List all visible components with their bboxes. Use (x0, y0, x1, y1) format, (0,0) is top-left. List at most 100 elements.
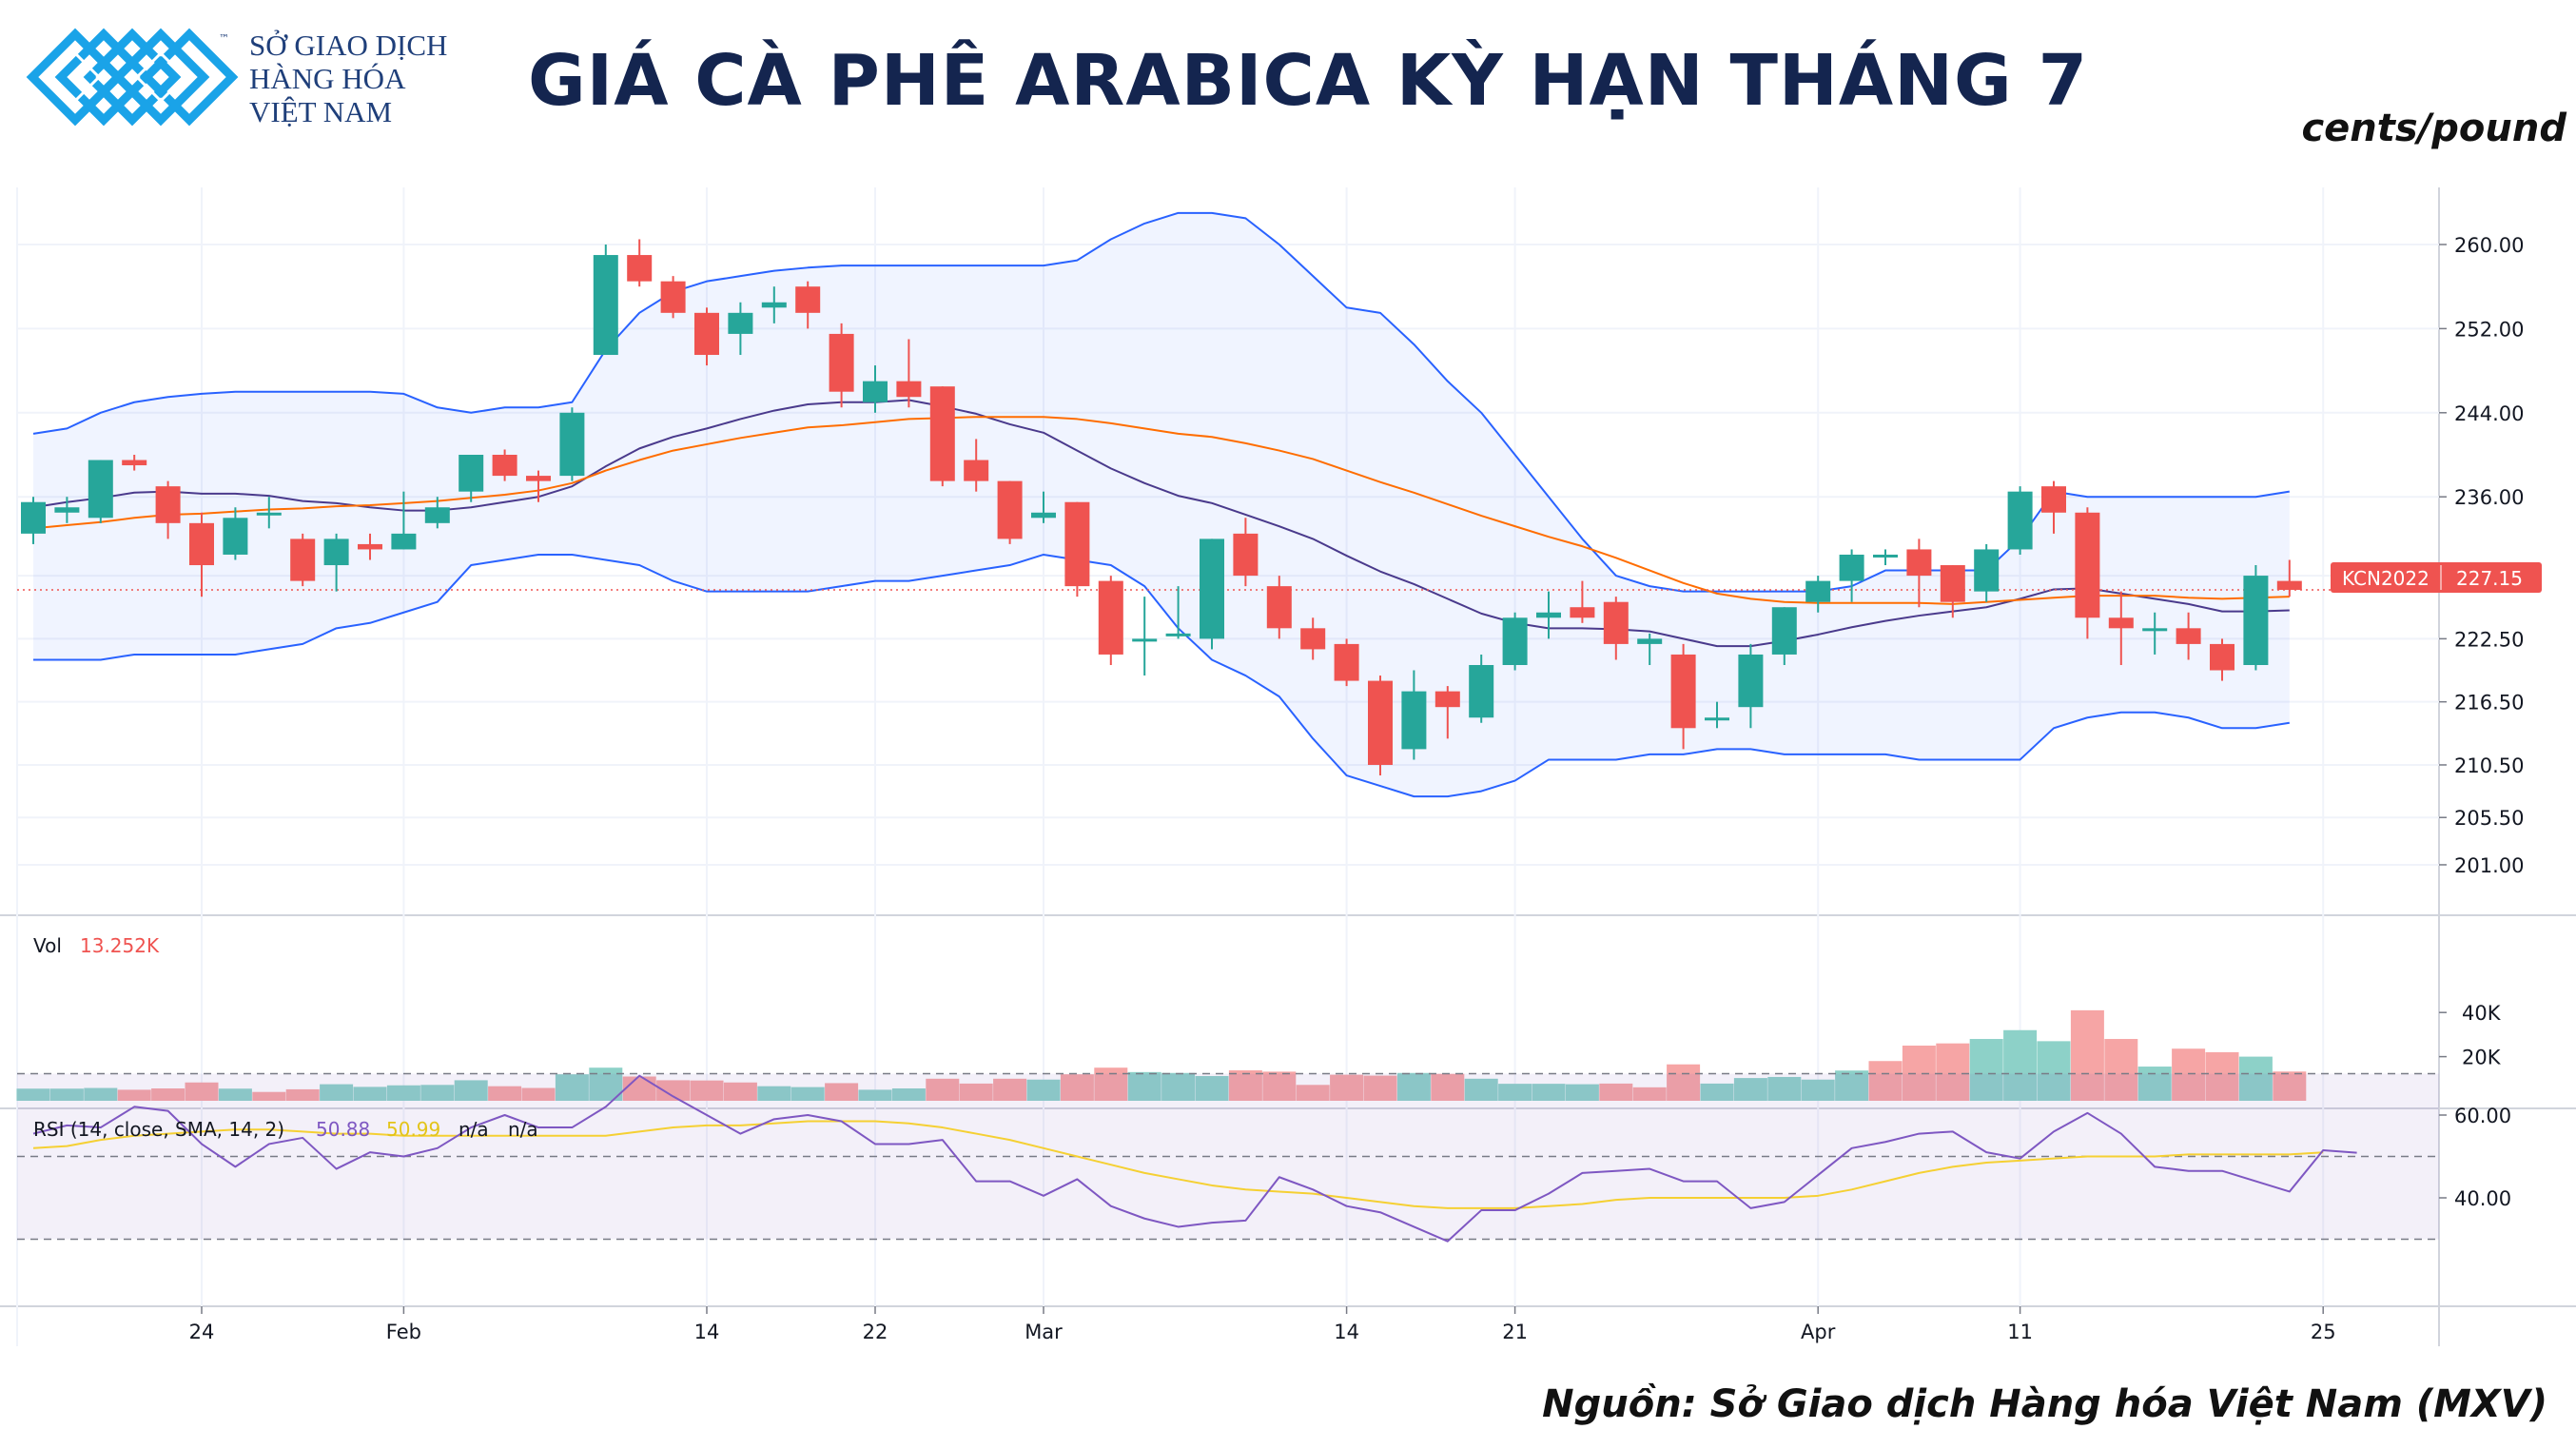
candle-body (829, 333, 854, 392)
x-tick-label: 21 (1502, 1321, 1528, 1343)
candle-body (896, 381, 922, 398)
candle-body (1974, 549, 2000, 592)
volume-bar (185, 1082, 219, 1101)
logo-text: SỞ GIAO DỊCH HÀNG HÓA VIỆT NAM (249, 29, 447, 128)
volume-bar (2273, 1071, 2307, 1101)
candle-body (1334, 643, 1359, 681)
candle-body (2210, 643, 2234, 671)
bollinger-lower (33, 553, 2290, 798)
panel-labels: Vol 13.252K RSI (14, close, SMA, 14, 2) … (33, 934, 538, 1141)
candle-body (1300, 628, 1326, 650)
candle-body (1873, 554, 1898, 558)
volume-bar (2037, 1041, 2071, 1101)
volume-bar (1868, 1061, 1903, 1101)
rsi-na-1: n/a (459, 1118, 489, 1141)
rsi-sma-value: 50.99 (386, 1118, 440, 1141)
candles (21, 239, 2302, 776)
volume-bar (16, 1088, 50, 1101)
volume-bars (16, 1009, 2307, 1101)
volume-bar (151, 1088, 185, 1101)
volume-label: Vol (33, 934, 62, 957)
volume-bar (218, 1088, 252, 1101)
volume-bar (757, 1086, 791, 1101)
candle-body (1637, 638, 1663, 644)
candle-body (694, 312, 719, 356)
volume-value: 13.252K (80, 934, 160, 957)
volume-bar (1936, 1043, 1970, 1101)
volume-bar (1228, 1069, 1262, 1101)
candle-body (1570, 607, 1595, 618)
vol-tick-label: 40K (2462, 1002, 2502, 1025)
candle-body (1940, 565, 1965, 602)
rsi-label: RSI (14, close, SMA, 14, 2) (33, 1118, 284, 1141)
candle-body (728, 312, 753, 334)
rsi-value: 50.88 (316, 1118, 370, 1141)
volume-bar (2238, 1056, 2273, 1101)
candle-body (1705, 717, 1729, 721)
candle-body (1502, 617, 1528, 665)
candle-body (1031, 512, 1056, 519)
company-logo (26, 28, 239, 127)
candle-body (1839, 554, 1864, 581)
rsi-tick-label: 40.00 (2454, 1187, 2511, 1210)
candle-body (593, 255, 618, 356)
volume-bar (1767, 1076, 1802, 1101)
price-chart[interactable]: 260.00252.00244.00236.00228.50222.50216.… (0, 176, 2576, 1370)
volume-bar (488, 1086, 522, 1101)
y-tick-label: 205.50 (2454, 807, 2524, 830)
x-tick-label: 11 (2007, 1321, 2033, 1343)
y-tick-label: 210.50 (2454, 754, 2524, 777)
candle-body (2007, 491, 2033, 550)
candle-body (1401, 691, 1427, 750)
volume-bar (1599, 1083, 1633, 1101)
page-title: GIÁ CÀ PHÊ ARABICA KỲ HẠN THÁNG 7 (527, 40, 2089, 122)
candle-body (2243, 576, 2269, 665)
candle-body (459, 455, 484, 492)
volume-bar (858, 1089, 892, 1101)
volume-bar (2137, 1067, 2172, 1101)
moving-average (32, 416, 2290, 605)
candle-body (256, 512, 282, 516)
candle-body (627, 255, 653, 282)
candle-body (1064, 501, 1090, 587)
candle-body (1098, 580, 1123, 655)
x-tick-label: 25 (2311, 1321, 2336, 1343)
volume-bar (386, 1085, 420, 1101)
candle-body (2041, 486, 2066, 513)
volume-bar (1532, 1084, 1566, 1101)
x-tick-label: Feb (386, 1321, 421, 1343)
volume-bar (2070, 1009, 2104, 1101)
y-tick-label: 236.00 (2454, 486, 2524, 509)
candle-body (323, 538, 349, 566)
symbol-tag: KCN2022 (2342, 567, 2430, 590)
volume-bar (656, 1080, 691, 1101)
candle-body (223, 518, 248, 555)
volume-bar (1363, 1075, 1397, 1101)
volume-bar (2104, 1039, 2138, 1101)
volume-bar (1396, 1072, 1431, 1101)
y-tick-label: 222.50 (2454, 628, 2524, 651)
volume-bar (49, 1088, 84, 1101)
volume-bar (790, 1087, 825, 1101)
candle-body (1165, 633, 1191, 636)
candle-body (358, 543, 382, 550)
volume-bar (1127, 1071, 1161, 1101)
candle-body (122, 460, 147, 466)
volume-bar (1565, 1084, 1599, 1101)
candle-body (1200, 538, 1224, 639)
x-tick-label: Mar (1025, 1321, 1063, 1343)
candle-body (2142, 628, 2168, 632)
volume-bar (1060, 1074, 1094, 1101)
candle-body (1805, 580, 1831, 602)
candle-body (2276, 580, 2302, 590)
volume-bar (690, 1080, 724, 1101)
volume-bar (1801, 1079, 1835, 1101)
last-price-tag: KCN2022 227.15 (2331, 562, 2542, 593)
candle-body (997, 480, 1023, 539)
candle-body (1233, 533, 1259, 577)
y-tick-label: 252.00 (2454, 318, 2524, 341)
bollinger-fill (33, 212, 2290, 797)
candle-body (1670, 654, 1696, 729)
volume-bar (117, 1089, 151, 1101)
candle-body (2176, 628, 2201, 644)
